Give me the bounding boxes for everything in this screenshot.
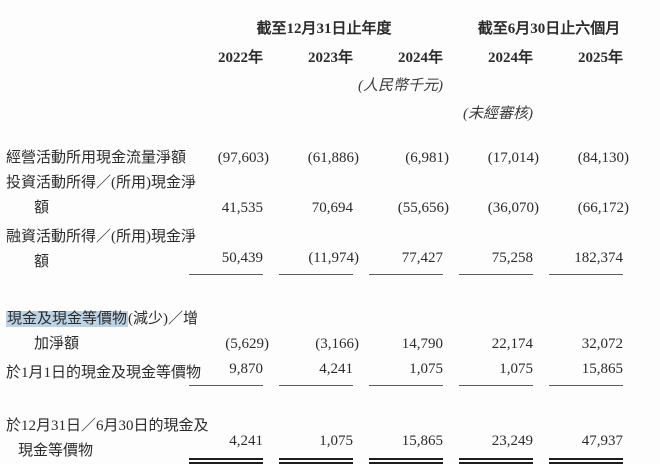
value-cell: 23,249: [459, 410, 549, 464]
value-cell: (3,166): [315, 336, 359, 352]
row-label: 投資活動所得／(所用)現金淨 額: [6, 175, 196, 216]
value-cell: 1,075: [369, 357, 459, 386]
value-cell: 14,790: [401, 336, 444, 352]
highlighted-text: 現金及現金等價物: [6, 311, 129, 327]
value-cell: (36,070): [487, 200, 540, 216]
value-cell: (66,172): [577, 200, 630, 216]
period-interim-header: 截至6月30日止六個月: [477, 20, 621, 37]
spacer-row: [6, 127, 639, 145]
year-header-2024: 2024年: [398, 50, 444, 66]
value-cell: 15,865: [549, 357, 639, 386]
value-cell: 22,174: [491, 336, 534, 352]
value-cell: 75,258: [459, 221, 549, 275]
period-header-row: 截至12月31日止年度 截至6月30日止六個月: [6, 14, 639, 44]
value-cell: 47,937: [549, 410, 639, 464]
spacer-row: [6, 275, 639, 307]
period-annual-header: 截至12月31日止年度: [256, 20, 392, 37]
empty-cell: [6, 44, 189, 71]
empty-cell: [459, 71, 639, 99]
value-cell: (17,014): [487, 150, 540, 166]
row-label: 經營活動所用現金流量淨額: [6, 150, 187, 166]
table-row-operating: 經營活動所用現金流量淨額 (97,603) (61,886) (6,981) (…: [6, 145, 639, 171]
table-row-net-change: 現金及現金等價物(減少)／增 加淨額 (5,629) (3,166) 14,79…: [6, 307, 639, 357]
unaudited-note-row: (未經審核): [6, 99, 639, 127]
value-cell: 70,694: [311, 200, 353, 216]
table-row-investing: 投資活動所得／(所用)現金淨 額 41,535 70,694 (55,656) …: [6, 171, 639, 221]
value-cell: 9,870: [189, 357, 279, 386]
value-cell: (55,656): [397, 200, 450, 216]
unit-note-row: (人民幣千元): [6, 71, 639, 99]
value-cell: 77,427: [369, 221, 459, 275]
value-cell: 1,075: [459, 357, 549, 386]
value-cell: (5,629): [225, 336, 269, 352]
empty-cell: [6, 14, 189, 44]
cash-flow-table: 截至12月31日止年度 截至6月30日止六個月 2022年 2023年 2024…: [6, 14, 639, 464]
currency-unit-note: (人民幣千元): [358, 78, 444, 94]
value-cell: 4,241: [279, 357, 369, 386]
value-cell: 32,072: [581, 336, 624, 352]
spacer-row: [6, 386, 639, 410]
value-cell: 50,439: [189, 221, 279, 275]
value-cell: (97,603): [217, 150, 269, 166]
value-cell: (6,981): [405, 150, 450, 166]
value-cell: 1,075: [279, 410, 369, 464]
row-label: 於12月31日／6月30日的現金及 現金等價物: [6, 418, 209, 459]
value-cell: 182,374: [549, 221, 639, 275]
year-header-2022: 2022年: [217, 50, 263, 66]
table-row-cash-beginning: 於1月1日的現金及現金等價物 9,870 4,241 1,075 1,075 1…: [6, 357, 639, 386]
table-row-cash-end: 於12月31日／6月30日的現金及 現金等價物 4,241 1,075 15,8…: [6, 410, 639, 464]
row-label: 融資活動所得／(所用)現金淨 額: [6, 229, 196, 270]
table-row-financing: 融資活動所得／(所用)現金淨 額 50,439 (11,974) 77,427 …: [6, 221, 639, 275]
unaudited-note: (未經審核): [463, 106, 534, 122]
row-label-text: (減少)／增: [128, 311, 199, 327]
value-cell: (11,974): [279, 221, 369, 275]
row-label: 現金及現金等價物(減少)／增 加淨額: [6, 311, 199, 352]
empty-cell: [549, 99, 639, 127]
row-label: 於1月1日的現金及現金等價物: [6, 365, 202, 381]
year-header-row: 2022年 2023年 2024年 2024年 2025年: [6, 44, 639, 71]
year-header-2025-interim: 2025年: [578, 50, 624, 66]
value-cell: (84,130): [577, 150, 630, 166]
value-cell: 15,865: [369, 410, 459, 464]
value-cell: 41,535: [221, 200, 263, 216]
year-header-2023: 2023年: [307, 50, 353, 66]
year-header-2024-interim: 2024年: [488, 50, 534, 66]
value-cell: (61,886): [307, 150, 359, 166]
